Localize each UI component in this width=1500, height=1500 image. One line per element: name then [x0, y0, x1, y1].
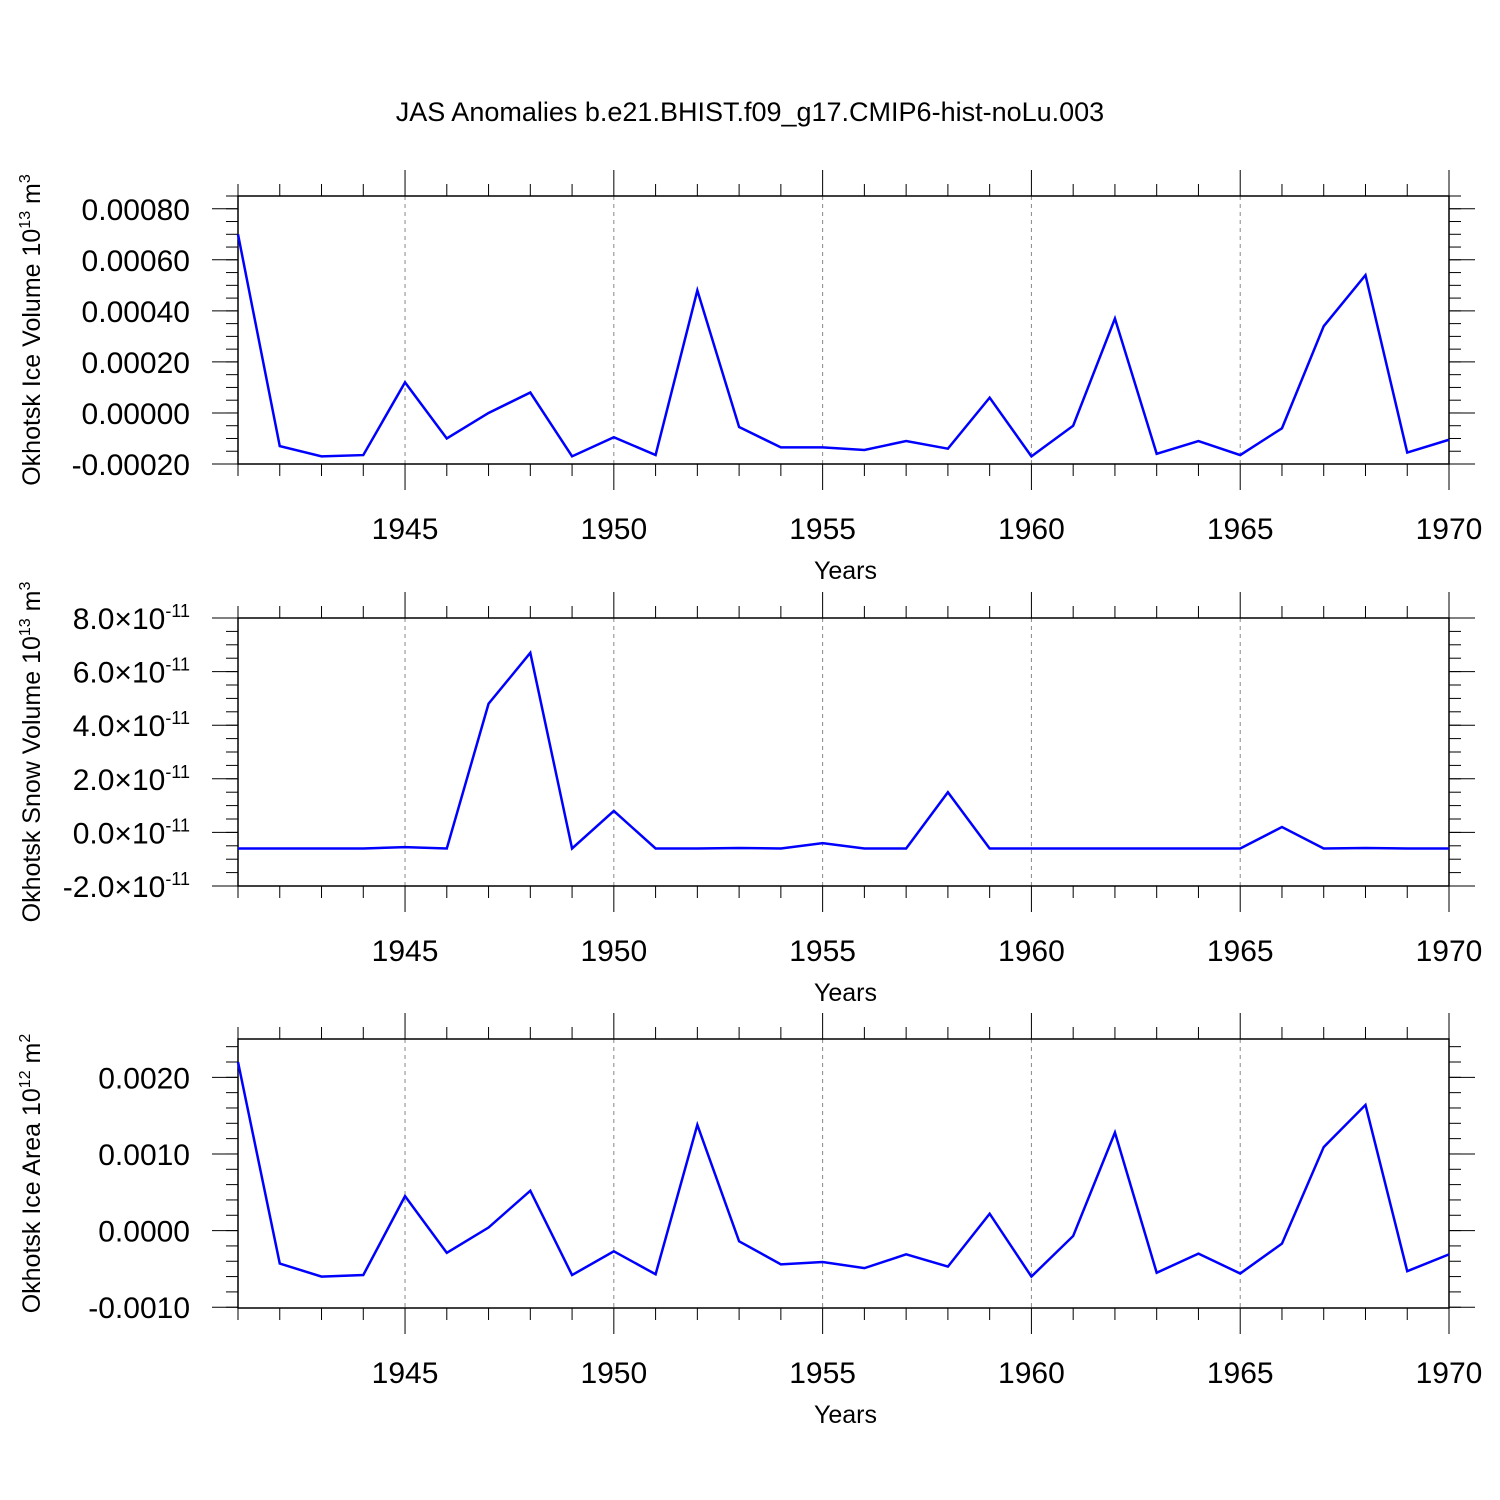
x-tick-label: 1945: [372, 1357, 439, 1390]
x-tick-label: 1950: [580, 935, 647, 968]
y-axis-label-exponent: 13: [17, 211, 34, 229]
y-tick-label: 0.0000: [98, 1216, 190, 1249]
plot-frame: [237, 195, 1450, 465]
y-axis-label-unit-exponent: 2: [17, 1034, 34, 1043]
x-axis-label: Years: [814, 979, 877, 1007]
x-tick-label: 1945: [372, 513, 439, 546]
y-tick-label: 0.00020: [82, 347, 190, 380]
y-tick-exponent: -11: [165, 869, 190, 889]
plot-frame: [237, 1038, 1450, 1309]
y-axis-label-unit-exponent: 3: [17, 582, 34, 591]
y-tick-label: 0.0020: [98, 1062, 190, 1095]
panel-ice-volume: -0.00020 0.00000 0.00020 0.00040 0.00060 0.00…: [17, 170, 1482, 585]
series-line: [238, 650, 1449, 851]
y-axis-label-unit: m: [18, 591, 46, 619]
series-line: [236, 234, 1450, 459]
x-axis-label: Years: [814, 1401, 877, 1429]
x-tick-label: 1945: [372, 935, 439, 968]
panel-ice-area: -0.0010 0.0000 0.0010 0.0020 1945 1950 1955 196…: [17, 1013, 1482, 1429]
y-tick-label: 0.00040: [82, 296, 190, 329]
y-axis-label-unit: m: [18, 183, 46, 211]
y-axis-label-exponent: 12: [17, 1070, 34, 1088]
x-tick-label: 1970: [1416, 513, 1483, 546]
y-axis-label-unit: m: [18, 1043, 46, 1071]
panel-snow-volume: -2.0×10-11 0.0×10-11 2.0×10-11 4.0×10-11 6.0…: [17, 582, 1482, 1007]
y-tick-exponent: -11: [165, 601, 190, 621]
y-tick-label: 0.00060: [82, 245, 190, 278]
x-tick-label: 1960: [998, 935, 1065, 968]
x-tick-label: 1965: [1207, 1357, 1274, 1390]
x-tick-label: 1970: [1416, 935, 1483, 968]
x-axis-label: Years: [814, 557, 877, 585]
x-tick-label: 1955: [789, 935, 856, 968]
y-tick-label: 0.0010: [98, 1139, 190, 1172]
x-tick-label: 1960: [998, 1357, 1065, 1390]
y-tick-label: 6.0×10-11: [73, 655, 190, 690]
x-tick-label: 1955: [789, 1357, 856, 1390]
figure-title: JAS Anomalies b.e21.BHIST.f09_g17.CMIP6-…: [396, 97, 1104, 127]
y-axis-label: Okhotsk Ice Area 1012 m2: [17, 1034, 46, 1314]
y-tick-label: -2.0×10-11: [63, 869, 190, 904]
y-tick-exponent: -11: [165, 708, 190, 728]
y-tick-label: 0.0×10-11: [73, 815, 190, 850]
y-tick-label: 8.0×10-11: [73, 601, 190, 636]
x-tick-label: 1950: [580, 513, 647, 546]
y-tick-label: -0.0010: [88, 1292, 190, 1325]
x-tick-label: 1965: [1207, 513, 1274, 546]
y-tick-label: 4.0×10-11: [73, 708, 190, 743]
plot-frame: [237, 617, 1450, 887]
y-axis-label-exponent: 13: [17, 618, 34, 636]
x-tick-label: 1965: [1207, 935, 1274, 968]
series-line: [236, 1061, 1450, 1279]
y-tick-label: 0.00080: [82, 194, 190, 227]
y-axis-label: Okhotsk Ice Volume 1013 m3: [17, 174, 46, 486]
y-tick-exponent: -11: [165, 655, 190, 675]
x-tick-label: 1950: [580, 1357, 647, 1390]
x-tick-label: 1955: [789, 513, 856, 546]
y-tick-exponent: -11: [165, 815, 190, 835]
x-tick-label: 1970: [1416, 1357, 1483, 1390]
y-tick-label: 2.0×10-11: [73, 762, 190, 797]
y-tick-label: 0.00000: [82, 398, 190, 431]
x-tick-label: 1960: [998, 513, 1065, 546]
y-tick-label: -0.00020: [72, 449, 190, 482]
y-axis-label: Okhotsk Snow Volume 1013 m3: [17, 582, 46, 923]
y-axis-label-unit-exponent: 3: [17, 174, 34, 183]
y-tick-exponent: -11: [165, 762, 190, 782]
